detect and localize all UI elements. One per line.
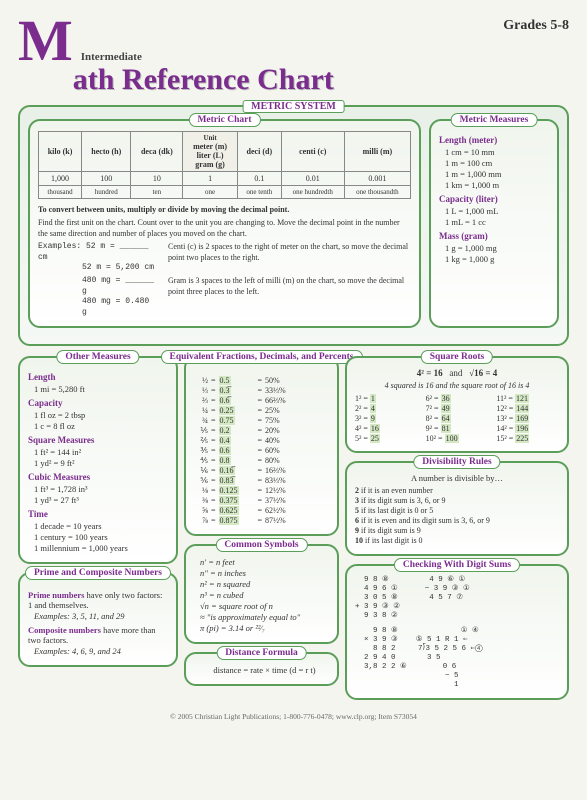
distance-formula-title: Distance Formula xyxy=(216,646,307,660)
sqroot-header: 4² = 16 and √16 = 4 xyxy=(355,368,559,378)
prime-composite-title: Prime and Composite Numbers xyxy=(25,566,171,580)
other-measures-title: Other Measures xyxy=(56,350,139,364)
ex2txt: Gram is 3 spaces to the left of milli (m… xyxy=(168,276,411,318)
bottom-columns: Other Measures Length1 mi = 5,280 ftCapa… xyxy=(18,356,569,708)
sq-hdr2: √16 = 4 xyxy=(469,368,497,378)
footer: © 2005 Christian Light Publications; 1-8… xyxy=(18,712,569,721)
fractions-box: Equivalent Fractions, Decimals, and Perc… xyxy=(184,356,339,536)
checking-block1: 9 8 ⑧ 4 9 ⑥ ① 4 9 6 ① − 3 9 ③ ① 3 0 5 ⑧ … xyxy=(355,576,559,621)
fractions-title: Equivalent Fractions, Decimals, and Perc… xyxy=(160,350,362,364)
distance-formula-box: Distance Formula distance = rate × time … xyxy=(184,652,339,686)
square-roots-box: Square Roots 4² = 16 and √16 = 4 4 squar… xyxy=(345,356,569,453)
composite-label: Composite numbers xyxy=(28,625,101,635)
grades-label: Grades 5-8 xyxy=(503,18,569,34)
metric-measures-box: Metric Measures Length (meter)1 cm = 10 … xyxy=(429,119,559,328)
convert-line2: Find the first unit on the chart. Count … xyxy=(38,218,411,239)
checking-box: Checking With Digit Sums 9 8 ⑧ 4 9 ⑥ ① 4… xyxy=(345,564,569,700)
title-block: Intermediate ath Reference Chart xyxy=(73,51,569,97)
ex2a: 480 mg = ______ g xyxy=(82,276,158,297)
metric-system-label: METRIC SYSTEM xyxy=(242,100,345,113)
ex2b: 480 mg = 0.480 g xyxy=(82,297,158,318)
prime-examples: Examples: 3, 5, 11, and 29 xyxy=(34,611,168,621)
composite-examples: Examples: 4, 6, 9, and 24 xyxy=(34,646,168,656)
checking-block2: 9 8 ⑧ ① ④ × 3 9 ③ ⑤ 5 1 R 1 ⇐ 8 8 2 7⟌3 … xyxy=(355,627,559,690)
big-m: M xyxy=(18,18,73,64)
metric-chart-box: Metric Chart kilo (k)hecto (h)deca (dk)U… xyxy=(28,119,421,328)
sq-hdr1: 4² = 16 xyxy=(417,368,443,378)
header: M Intermediate ath Reference Chart Grade… xyxy=(18,18,569,97)
convert-line1: To convert between units, multiply or di… xyxy=(38,205,289,214)
divisibility-title: Divisibility Rules xyxy=(413,455,500,469)
square-roots-title: Square Roots xyxy=(421,350,493,364)
div-intro: A number is divisible by… xyxy=(355,473,559,483)
metric-chart-title: Metric Chart xyxy=(188,113,260,127)
ex1a: Examples: 52 m = ______ cm xyxy=(38,242,158,263)
prime-label: Prime numbers xyxy=(28,590,84,600)
main-title: ath Reference Chart xyxy=(73,63,569,97)
checking-title: Checking With Digit Sums xyxy=(394,558,520,572)
convert-text: To convert between units, multiply or di… xyxy=(38,205,411,318)
sq-and: and xyxy=(449,368,462,378)
distance-formula-text: distance = rate × time (d = r t) xyxy=(200,665,329,675)
ex1txt: Centi (c) is 2 spaces to the right of me… xyxy=(168,242,411,273)
ex1b: 52 m = 5,200 cm xyxy=(82,263,158,273)
sq-sub: 4 squared is 16 and the square root of 1… xyxy=(355,381,559,390)
metric-measures-title: Metric Measures xyxy=(451,113,538,127)
prime-composite-box: Prime and Composite Numbers Prime number… xyxy=(18,572,178,667)
metric-system-section: METRIC SYSTEM Metric Chart kilo (k)hecto… xyxy=(18,105,569,346)
common-symbols-title: Common Symbols xyxy=(215,538,307,552)
metric-table: kilo (k)hecto (h)deca (dk)Unitmeter (m)l… xyxy=(38,131,411,199)
intermediate-label: Intermediate xyxy=(81,51,569,63)
other-measures-box: Other Measures Length1 mi = 5,280 ftCapa… xyxy=(18,356,178,564)
divisibility-box: Divisibility Rules A number is divisible… xyxy=(345,461,569,556)
common-symbols-box: Common Symbols n' = n feetn" = n inchesn… xyxy=(184,544,339,644)
